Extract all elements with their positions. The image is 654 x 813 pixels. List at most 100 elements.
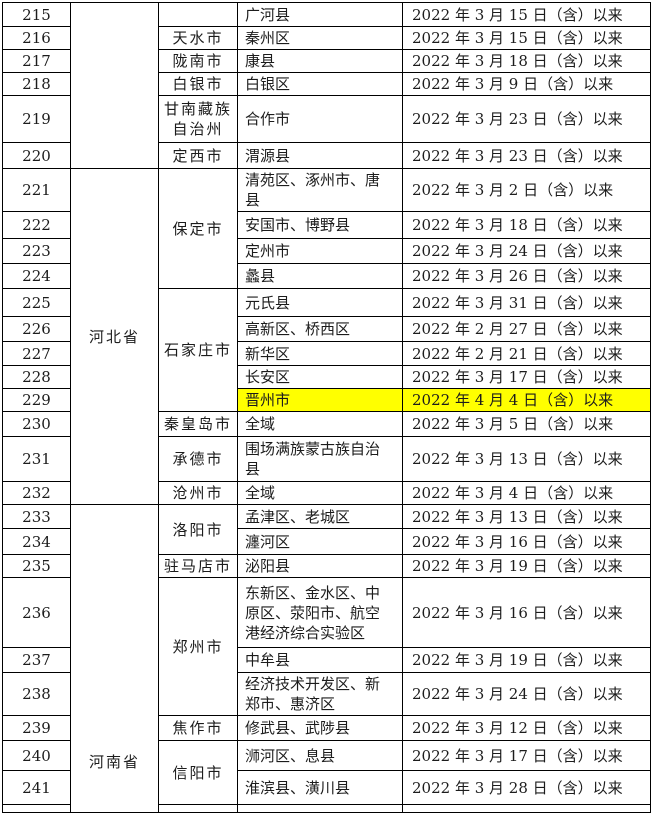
row-number-cell: 233 xyxy=(2,504,71,529)
row-number-cell: 240 xyxy=(2,740,71,771)
district-cell: 经济技术开发区、新郑市、惠济区 xyxy=(237,672,403,716)
row-number-cell: 220 xyxy=(2,142,71,169)
row-number-cell: 230 xyxy=(2,411,71,437)
table-row: 234 瀍河区 2022 年 3 月 16 日（含）以来 xyxy=(2,528,651,555)
city-cell xyxy=(158,2,238,27)
date-cell: 2022 年 2 月 21 日（含）以来 xyxy=(402,341,651,366)
district-cell: 中牟县 xyxy=(237,647,403,673)
city-cell: 洛阳市 xyxy=(158,504,238,555)
district-cell: 蠡县 xyxy=(237,263,403,289)
province-cell xyxy=(70,2,159,169)
table-row: 217 陇南市 康县 2022 年 3 月 18 日（含）以来 xyxy=(2,49,651,73)
table-row: 238 经济技术开发区、新郑市、惠济区 2022 年 3 月 24 日（含）以来 xyxy=(2,672,651,716)
date-cell: 2022 年 4 月 4 日（含）以来 xyxy=(402,388,651,412)
district-cell: 围场满族蒙古族自治县 xyxy=(237,436,403,482)
row-number-cell: 217 xyxy=(2,49,71,73)
district-cell: 新华区 xyxy=(237,341,403,366)
row-number-cell: 218 xyxy=(2,72,71,96)
city-cell: 定西市 xyxy=(158,142,238,169)
row-number-cell: 222 xyxy=(2,211,71,239)
district-cell: 合作市 xyxy=(237,95,403,143)
district-cell: 白银区 xyxy=(237,72,403,96)
row-number-cell: 232 xyxy=(2,481,71,505)
row-number-cell: 228 xyxy=(2,365,71,389)
date-cell: 2022 年 2 月 27 日（含）以来 xyxy=(402,316,651,342)
date-cell: 2022 年 3 月 17 日（含）以来 xyxy=(402,365,651,389)
city-cell: 郑州市 xyxy=(158,577,238,716)
city-cell xyxy=(158,804,238,813)
row-number-cell: 238 xyxy=(2,672,71,716)
row-number-cell: 223 xyxy=(2,238,71,264)
district-cell: 瀍河区 xyxy=(237,528,403,555)
row-number-cell: 239 xyxy=(2,715,71,741)
city-cell: 承德市 xyxy=(158,436,238,482)
date-cell: 2022 年 3 月 13 日（含）以来 xyxy=(402,436,651,482)
city-cell: 秦皇岛市 xyxy=(158,411,238,437)
table-row: 240 信阳市 浉河区、息县 2022 年 3 月 17 日（含）以来 xyxy=(2,740,651,805)
row-number-cell: 236 xyxy=(2,577,71,648)
province-cell: 河南省 xyxy=(70,504,159,813)
table-row: 228 长安区 2022 年 3 月 17 日（含）以来 xyxy=(2,365,651,389)
date-cell: 2022 年 3 月 13 日（含）以来 xyxy=(402,504,651,529)
table-row: 230 秦皇岛市 全域 2022 年 3 月 5 日（含）以来 xyxy=(2,411,651,437)
district-cell: 孟津区、老城区 xyxy=(237,504,403,529)
district-cell: 康县 xyxy=(237,49,403,73)
district-cell: 高新区、桥西区 xyxy=(237,316,403,342)
table-row: 239 焦作市 修武县、武陟县 2022 年 3 月 12 日（含）以来 xyxy=(2,715,651,741)
date-cell: 2022 年 3 月 16 日（含）以来 xyxy=(402,577,651,648)
table-row: 241 淮滨县、潢川县 2022 年 3 月 28 日（含）以来 xyxy=(2,770,651,805)
district-cell: 全域 xyxy=(237,411,403,437)
district-cell: 安国市、博野县 xyxy=(237,211,403,239)
row-number-cell: 234 xyxy=(2,528,71,555)
date-cell: 2022 年 3 月 23 日（含）以来 xyxy=(402,142,651,169)
city-cell: 驻马店市 xyxy=(158,554,238,578)
city-cell: 信阳市 xyxy=(158,740,238,805)
date-cell: 2022 年 3 月 24 日（含）以来 xyxy=(402,238,651,264)
district-cell: 渭源县 xyxy=(237,142,403,169)
date-cell: 2022 年 3 月 24 日（含）以来 xyxy=(402,672,651,716)
table-row: 233 河南省 洛阳市 孟津区、老城区 2022 年 3 月 13 日（含）以来 xyxy=(2,504,651,813)
city-cell: 甘南藏族自治州 xyxy=(158,95,238,143)
table-row: 215 广河县 2022 年 3 月 15 日（含）以来 xyxy=(2,2,651,169)
row-number-cell: 215 xyxy=(2,2,71,27)
table-row: 224 蠡县 2022 年 3 月 26 日（含）以来 xyxy=(2,263,651,289)
district-cell: 秦州区 xyxy=(237,26,403,50)
district-cell: 淮滨县、潢川县 xyxy=(237,770,403,805)
date-cell: 2022 年 3 月 23 日（含）以来 xyxy=(402,95,651,143)
date-cell: 2022 年 3 月 2 日（含）以来 xyxy=(402,168,651,212)
city-cell: 焦作市 xyxy=(158,715,238,741)
date-cell: 2022 年 3 月 9 日（含）以来 xyxy=(402,72,651,96)
date-cell: 2022 年 3 月 15 日（含）以来 xyxy=(402,2,651,27)
table-row: 235 驻马店市 泌阳县 2022 年 3 月 19 日（含）以来 xyxy=(2,554,651,578)
row-number-cell: 221 xyxy=(2,168,71,212)
date-cell: 2022 年 3 月 19 日（含）以来 xyxy=(402,554,651,578)
district-cell: 长安区 xyxy=(237,365,403,389)
district-cell: 广河县 xyxy=(237,2,403,27)
date-cell: 2022 年 3 月 28 日（含）以来 xyxy=(402,770,651,805)
date-cell: 2022 年 3 月 31 日（含）以来 xyxy=(402,288,651,317)
row-number-cell: 216 xyxy=(2,26,71,50)
city-cell: 沧州市 xyxy=(158,481,238,505)
table-row: 220 定西市 渭源县 2022 年 3 月 23 日（含）以来 xyxy=(2,142,651,169)
row-number-cell: 229 xyxy=(2,388,71,412)
row-number-cell: 226 xyxy=(2,316,71,342)
district-cell: 晋州市 xyxy=(237,388,403,412)
table-row: 236 郑州市 东新区、金水区、中原区、荥阳市、航空港经济综合实验区 2022 年 3… xyxy=(2,577,651,716)
table-row: 221 河北省 保定市 清苑区、涿州市、唐县 2022 年 3 月 2 日（含）以来 xyxy=(2,168,651,505)
row-number-cell: 227 xyxy=(2,341,71,366)
row-number-cell: 237 xyxy=(2,647,71,673)
table-row: 222 安国市、博野县 2022 年 3 月 18 日（含）以来 xyxy=(2,211,651,239)
row-number-cell: 235 xyxy=(2,554,71,578)
district-cell: 元氏县 xyxy=(237,288,403,317)
date-cell: 2022 年 3 月 16 日（含）以来 xyxy=(402,528,651,555)
province-cell: 河北省 xyxy=(70,168,159,505)
city-cell: 天水市 xyxy=(158,26,238,50)
row-number-cell: 225 xyxy=(2,288,71,317)
city-cell: 保定市 xyxy=(158,168,238,289)
district-cell: 修武县、武陟县 xyxy=(237,715,403,741)
district-cell: 定州市 xyxy=(237,238,403,264)
table-row: 219 甘南藏族自治州 合作市 2022 年 3 月 23 日（含）以来 xyxy=(2,95,651,143)
table-row: 226 高新区、桥西区 2022 年 2 月 27 日（含）以来 xyxy=(2,316,651,342)
